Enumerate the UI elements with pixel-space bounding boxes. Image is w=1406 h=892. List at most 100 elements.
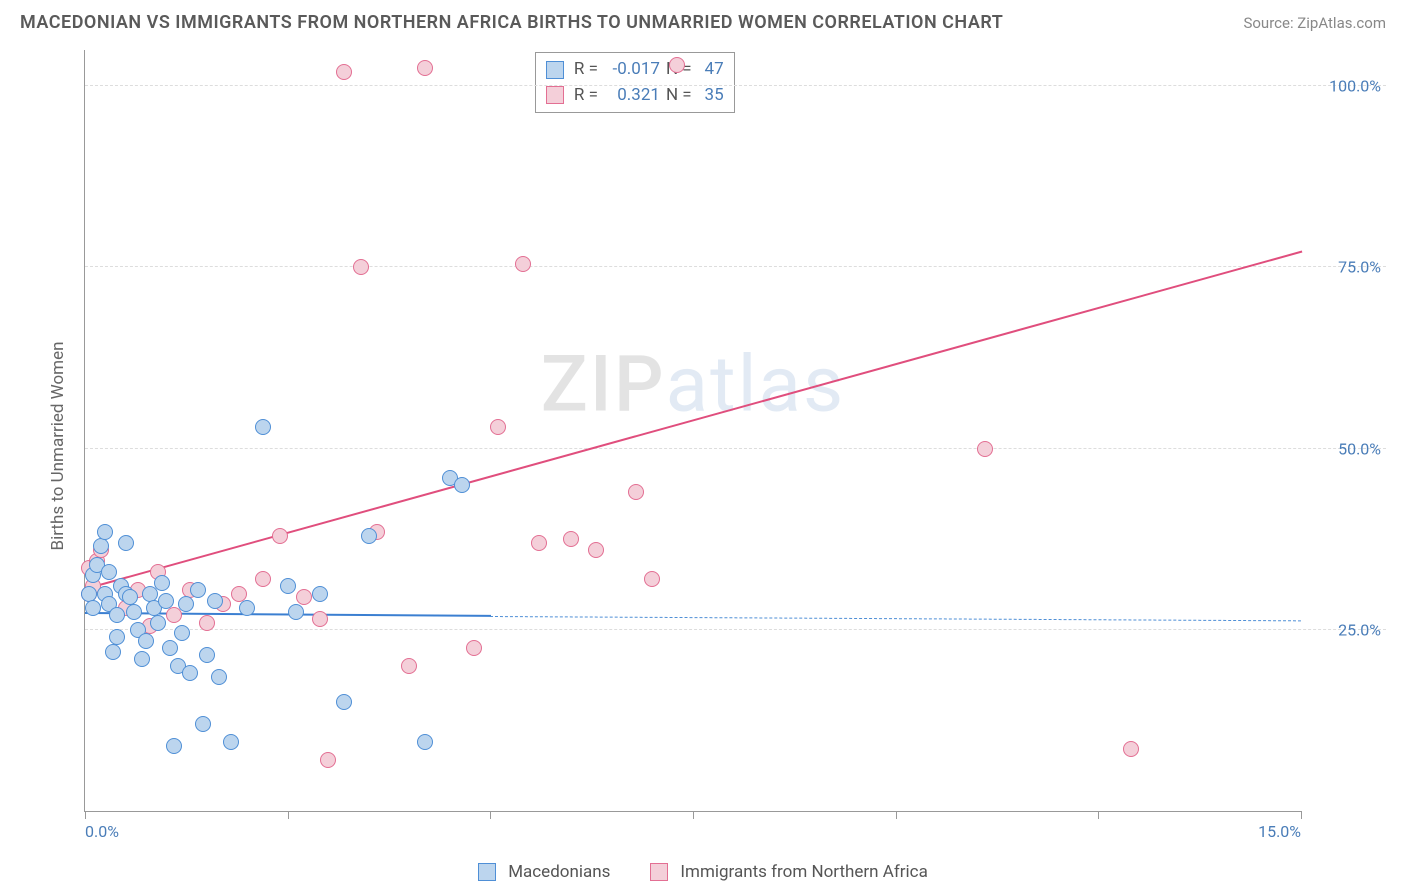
- gridline: [85, 448, 1386, 449]
- x-tick: [693, 811, 694, 819]
- data-point: [312, 611, 328, 627]
- legend-item-blue: Macedonians: [478, 862, 610, 882]
- data-point: [207, 593, 223, 609]
- data-point: [563, 531, 579, 547]
- data-point: [644, 571, 660, 587]
- data-point: [239, 600, 255, 616]
- x-tick: [896, 811, 897, 819]
- data-point: [272, 528, 288, 544]
- data-point: [531, 535, 547, 551]
- data-point: [126, 604, 142, 620]
- data-point: [296, 589, 312, 605]
- data-point: [454, 477, 470, 493]
- x-tick: [288, 811, 289, 819]
- y-tick-label: 75.0%: [1311, 258, 1381, 277]
- data-point: [150, 615, 166, 631]
- n-label: N =: [666, 83, 692, 109]
- x-tick-label: 15.0%: [1258, 822, 1301, 841]
- r-label: R =: [574, 57, 598, 83]
- x-tick-label: 0.0%: [85, 822, 119, 841]
- legend-label-blue: Macedonians: [508, 862, 610, 882]
- data-point: [255, 419, 271, 435]
- data-point: [166, 738, 182, 754]
- data-point: [977, 441, 993, 457]
- data-point: [162, 640, 178, 656]
- data-point: [109, 607, 125, 623]
- data-point: [401, 658, 417, 674]
- data-point: [122, 589, 138, 605]
- watermark-part1: ZIP: [541, 339, 666, 430]
- stat-legend: R = -0.017 N = 47 R = 0.321 N = 35: [535, 52, 735, 113]
- swatch-pink: [546, 86, 564, 104]
- data-point: [353, 259, 369, 275]
- gridline: [85, 629, 1386, 630]
- y-axis-label: Births to Unmarried Women: [48, 342, 68, 551]
- source-label: Source: ZipAtlas.com: [1243, 14, 1386, 32]
- data-point: [154, 575, 170, 591]
- gridline: [85, 266, 1386, 267]
- data-point: [515, 256, 531, 272]
- data-point: [320, 752, 336, 768]
- data-point: [81, 586, 97, 602]
- swatch-blue: [546, 61, 564, 79]
- r-value-pink: 0.321: [604, 83, 660, 109]
- data-point: [199, 647, 215, 663]
- data-point: [211, 669, 227, 685]
- data-point: [97, 524, 113, 540]
- swatch-blue: [478, 863, 496, 881]
- data-point: [138, 633, 154, 649]
- watermark: ZIPatlas: [541, 339, 846, 430]
- chart-title: MACEDONIAN VS IMMIGRANTS FROM NORTHERN A…: [20, 12, 1003, 33]
- data-point: [101, 564, 117, 580]
- swatch-pink: [650, 863, 668, 881]
- x-tick: [1098, 811, 1099, 819]
- data-point: [361, 528, 377, 544]
- stat-row-pink: R = 0.321 N = 35: [546, 83, 724, 109]
- y-tick-label: 25.0%: [1311, 620, 1381, 639]
- data-point: [417, 60, 433, 76]
- stat-row-blue: R = -0.017 N = 47: [546, 57, 724, 83]
- data-point: [190, 582, 206, 598]
- data-point: [85, 600, 101, 616]
- data-point: [118, 535, 134, 551]
- gridline: [85, 85, 1386, 86]
- r-label: R =: [574, 83, 598, 109]
- data-point: [336, 64, 352, 80]
- r-value-blue: -0.017: [604, 57, 660, 83]
- data-point: [182, 665, 198, 681]
- data-point: [336, 694, 352, 710]
- x-tick: [1301, 811, 1302, 819]
- data-point: [628, 484, 644, 500]
- data-point: [105, 644, 121, 660]
- data-point: [280, 578, 296, 594]
- data-point: [490, 419, 506, 435]
- x-tick: [85, 811, 86, 819]
- data-point: [174, 625, 190, 641]
- data-point: [669, 57, 685, 73]
- data-point: [223, 734, 239, 750]
- data-point: [134, 651, 150, 667]
- data-point: [255, 571, 271, 587]
- data-point: [312, 586, 328, 602]
- legend-item-pink: Immigrants from Northern Africa: [650, 862, 927, 882]
- data-point: [417, 734, 433, 750]
- trend-line: [490, 616, 1301, 621]
- data-point: [199, 615, 215, 631]
- data-point: [158, 593, 174, 609]
- legend-label-pink: Immigrants from Northern Africa: [680, 862, 927, 882]
- data-point: [178, 596, 194, 612]
- plot-region: ZIPatlas R = -0.017 N = 47 R = 0.321 N =…: [84, 50, 1301, 812]
- bottom-legend: Macedonians Immigrants from Northern Afr…: [0, 862, 1406, 882]
- n-value-pink: 35: [698, 83, 724, 109]
- y-tick-label: 50.0%: [1311, 439, 1381, 458]
- data-point: [93, 538, 109, 554]
- chart-area: Births to Unmarried Women ZIPatlas R = -…: [50, 50, 1386, 842]
- data-point: [466, 640, 482, 656]
- data-point: [109, 629, 125, 645]
- data-point: [588, 542, 604, 558]
- data-point: [231, 586, 247, 602]
- n-value-blue: 47: [698, 57, 724, 83]
- data-point: [1123, 741, 1139, 757]
- x-tick: [490, 811, 491, 819]
- y-tick-label: 100.0%: [1311, 77, 1381, 96]
